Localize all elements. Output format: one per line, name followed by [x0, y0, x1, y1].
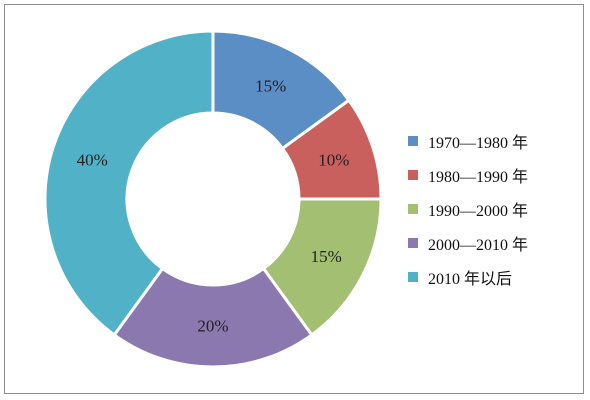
legend-swatch: [408, 136, 418, 146]
slice-data-label: 40%: [77, 150, 108, 169]
legend: 1970—1980 年 1980—1990 年 1990—2000 年 2000…: [408, 124, 528, 294]
donut-slice: [43, 29, 215, 338]
legend-item: 2000—2010 年: [408, 226, 528, 260]
legend-item: 1970—1980 年: [408, 124, 528, 158]
legend-swatch: [408, 272, 418, 282]
legend-label: 2010 年以后: [428, 271, 513, 288]
legend-swatch: [408, 238, 418, 248]
slice-data-label: 10%: [318, 150, 349, 169]
legend-item: 2010 年以后: [408, 260, 528, 294]
donut-slice: [112, 266, 314, 369]
legend-item: 1980—1990 年: [408, 158, 528, 192]
slice-data-label: 15%: [311, 247, 342, 266]
legend-swatch: [408, 204, 418, 214]
legend-swatch: [408, 170, 418, 180]
legend-item: 1990—2000 年: [408, 192, 528, 226]
legend-label: 1970—1980 年: [428, 135, 529, 152]
slice-data-label: 15%: [255, 76, 286, 95]
legend-label: 2000—2010 年: [428, 237, 529, 254]
legend-label: 1980—1990 年: [428, 169, 529, 186]
legend-label: 1990—2000 年: [428, 203, 529, 220]
slice-data-label: 20%: [197, 317, 228, 336]
